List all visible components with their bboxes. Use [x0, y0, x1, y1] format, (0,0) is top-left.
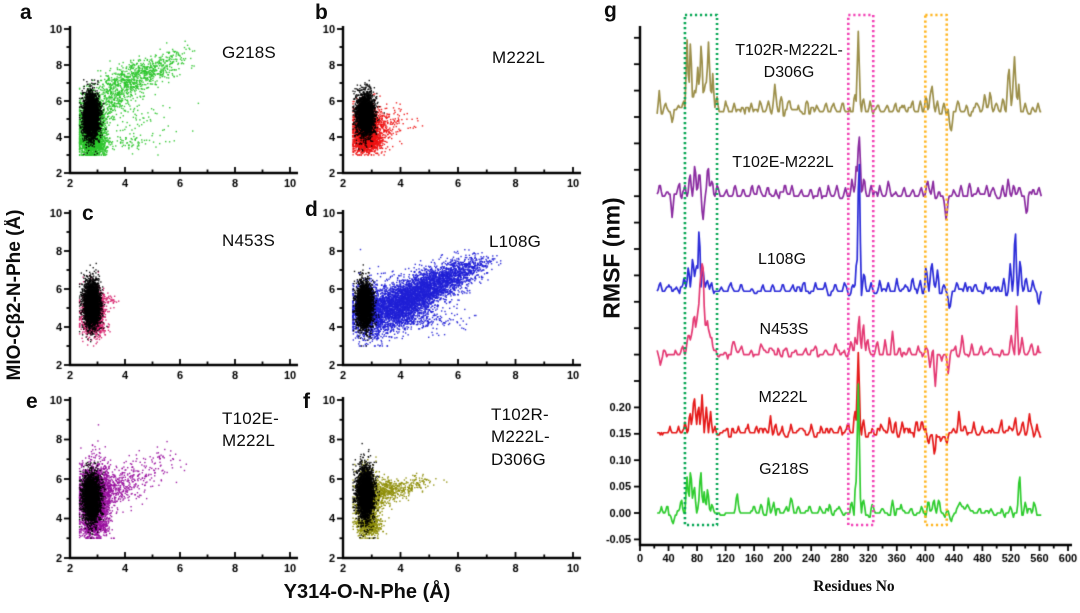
variant-label-f: T102R- M222L- D306G	[491, 405, 550, 469]
rmsf-series-label-t102e-m222l: T102E-M222L	[732, 154, 834, 171]
rmsf-x-axis-title: Residues No	[813, 578, 895, 595]
rmsf-series-label-l108g: L108G	[757, 251, 807, 268]
panel-letter-c: c	[82, 202, 94, 225]
panel-letter-b: b	[315, 1, 328, 24]
panel-letter-a: a	[20, 1, 32, 24]
x-axis-title: Y314-O-N-Phe (Å)	[283, 581, 451, 603]
variant-label-e: T102E- M222L	[222, 409, 279, 451]
variant-label-c: N453S	[222, 231, 275, 250]
panel-letter-g: g	[604, 0, 617, 22]
panel-letter-d: d	[305, 198, 318, 221]
variant-label-b: M222L	[492, 48, 545, 67]
rmsf-series-label-g218s: G218S	[759, 461, 809, 478]
rmsf-series-label-n453s: N453S	[759, 321, 809, 338]
variant-label-d: L108G	[489, 232, 542, 251]
rmsf-y-axis-title: RMSF (nm)	[598, 197, 625, 319]
panel-letter-f: f	[303, 390, 310, 413]
rmsf-series-label-m222l: M222L	[758, 389, 808, 406]
variant-label-a: G218S	[222, 43, 276, 62]
rmsf-series-label-t102r-m222l-d306g: T102R-M222L- D306G	[735, 42, 843, 81]
y-axis-title: MIO-Cβ2-N-Phe (Å)	[4, 209, 25, 381]
panel-letter-e: e	[26, 390, 38, 413]
